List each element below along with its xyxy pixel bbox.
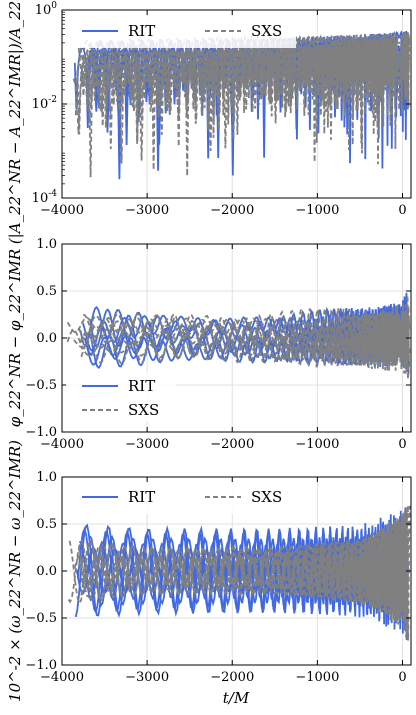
legend-label-sxs: SXS — [251, 488, 282, 506]
axis-ticks: −4000 −3000 −2000 −1000 0 −1.0 −0.5 0.0 0.5 1.0 — [25, 470, 411, 685]
series-lines — [66, 292, 411, 380]
series-line-sxs — [66, 315, 411, 362]
y-tick-label: 100 — [35, 1, 58, 18]
x-tick-label: −2000 — [210, 437, 254, 452]
y-tick-label: −1.0 — [25, 425, 57, 440]
x-axis-label: t/M — [223, 689, 250, 707]
y-tick-label: 0.5 — [36, 517, 57, 532]
y-tick-label: 0.0 — [36, 564, 57, 579]
x-tick-label: −1000 — [295, 437, 339, 452]
axis-ticks: −4000 −3000 −2000 −1000 0 −1.0 −0.5 0.0 0.5 1.0 — [25, 237, 411, 452]
y-axis-label: φ_22^NR − φ_22^IMR — [6, 249, 24, 427]
plot-frame — [61, 476, 412, 666]
y-tick-label: 10-2 — [32, 95, 57, 112]
panel-frequency: −4000 −3000 −2000 −1000 0 −1.0 −0.5 0.0 0.5 1.0 R… — [6, 440, 412, 707]
x-tick-label: −1000 — [295, 203, 339, 218]
plot-frame — [61, 243, 412, 433]
x-tick-label: −3000 — [125, 437, 169, 452]
x-tick-label: −2000 — [210, 203, 254, 218]
x-tick-label: 0 — [398, 203, 406, 218]
plot-frame — [61, 9, 412, 199]
legend: RIT SXS — [66, 482, 296, 514]
y-tick-label: −0.5 — [25, 378, 57, 393]
x-tick-label: −2000 — [210, 670, 254, 685]
legend-background — [66, 372, 176, 422]
series-line-sxs — [77, 30, 410, 123]
x-tick-label: −4000 — [40, 437, 84, 452]
series-lines — [72, 30, 411, 180]
legend-label-rit: RIT — [128, 377, 155, 395]
x-tick-label: −4000 — [40, 670, 84, 685]
y-tick-label: −0.5 — [25, 611, 57, 626]
panel-phase: −4000 −3000 −2000 −1000 0 −1.0 −0.5 0.0 0.5 1.0 R… — [6, 237, 412, 452]
legend-label-rit: RIT — [128, 488, 155, 506]
y-tick-label: 0.5 — [36, 284, 57, 299]
y-tick-label: 0.0 — [36, 331, 57, 346]
y-axis-label: 10^-2 × (ω_22^NR − ω_22^IMR) — [6, 440, 24, 702]
x-tick-label: 0 — [398, 670, 406, 685]
x-tick-label: −3000 — [125, 203, 169, 218]
y-tick-label: 1.0 — [36, 237, 57, 252]
y-tick-label: −1.0 — [25, 658, 57, 673]
series-line-sxs — [73, 310, 408, 360]
y-axis-label: (|A_22^NR − A_22^IMR|)/A_22^NR — [6, 0, 24, 244]
series-line-sxs — [68, 507, 408, 631]
series-line-sxs — [78, 305, 411, 369]
x-tick-label: −1000 — [295, 670, 339, 685]
x-tick-label: −4000 — [40, 203, 84, 218]
series-line-sxs — [80, 510, 408, 639]
x-tick-label: 0 — [398, 437, 406, 452]
legend-label-rit: RIT — [128, 22, 155, 40]
y-tick-label: 1.0 — [36, 470, 57, 485]
series-lines — [67, 505, 411, 641]
legend-label-sxs: SXS — [128, 401, 159, 419]
x-tick-label: −3000 — [125, 670, 169, 685]
legend-label-sxs: SXS — [251, 22, 282, 40]
legend: RIT SXS — [66, 372, 176, 422]
series-line-sxs — [76, 43, 411, 178]
legend: RIT SXS — [66, 16, 296, 48]
